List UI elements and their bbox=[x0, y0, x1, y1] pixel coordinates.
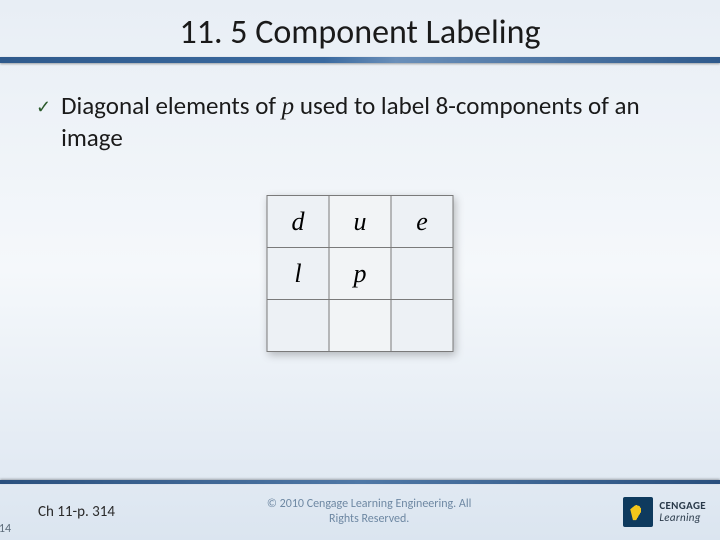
footer-row: 14 Ch 11-p. 314 © 2010 Cengage Learning … bbox=[0, 484, 720, 540]
title-area: 11. 5 Component Labeling bbox=[0, 0, 720, 53]
copyright-line2: Rights Reserved. bbox=[115, 512, 623, 527]
table-row: l p bbox=[267, 248, 453, 300]
content-area: ✓ Diagonal elements of p used to label 8… bbox=[36, 90, 690, 154]
check-icon: ✓ bbox=[36, 96, 51, 118]
brand-icon bbox=[623, 497, 653, 527]
grid-wrap: d u e l p bbox=[267, 195, 454, 352]
cell-p: p bbox=[329, 248, 391, 300]
cell-l: l bbox=[267, 248, 329, 300]
bullet-item: ✓ Diagonal elements of p used to label 8… bbox=[36, 90, 690, 154]
brand-text: CENGAGE Learning bbox=[659, 500, 706, 523]
cell-empty bbox=[391, 248, 453, 300]
copyright-line1: © 2010 Cengage Learning Engineering. All bbox=[267, 497, 471, 511]
bullet-prefix: Diagonal elements of bbox=[61, 90, 282, 121]
bullet-text: Diagonal elements of p used to label 8-c… bbox=[61, 90, 690, 154]
brand-line2: Learning bbox=[659, 512, 706, 524]
table-row: d u e bbox=[267, 196, 453, 248]
footer: 14 Ch 11-p. 314 © 2010 Cengage Learning … bbox=[0, 480, 720, 540]
cell-empty bbox=[391, 300, 453, 352]
cell-e: e bbox=[391, 196, 453, 248]
neighborhood-grid: d u e l p bbox=[267, 195, 454, 352]
title-rule bbox=[0, 57, 720, 63]
chapter-ref: Ch 11-p. 314 bbox=[38, 503, 115, 521]
cell-empty bbox=[267, 300, 329, 352]
bullet-var: p bbox=[282, 93, 295, 120]
cell-d: d bbox=[267, 196, 329, 248]
slide-title: 11. 5 Component Labeling bbox=[0, 12, 720, 53]
cell-empty bbox=[329, 300, 391, 352]
page-number: 14 bbox=[0, 522, 16, 536]
cell-u: u bbox=[329, 196, 391, 248]
slide: 11. 5 Component Labeling ✓ Diagonal elem… bbox=[0, 0, 720, 540]
table-row bbox=[267, 300, 453, 352]
brand: CENGAGE Learning bbox=[623, 497, 706, 527]
copyright: © 2010 Cengage Learning Engineering. All… bbox=[115, 497, 623, 527]
